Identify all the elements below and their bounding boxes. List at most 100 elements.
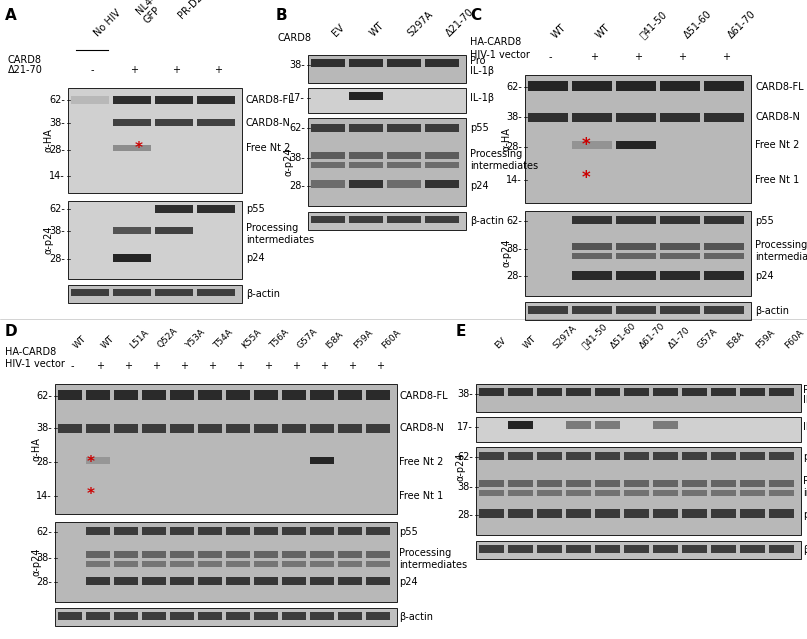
Bar [338, 577, 362, 585]
Text: 17-: 17- [457, 422, 473, 432]
Bar [566, 509, 591, 518]
Bar [528, 306, 568, 314]
Text: Free Nt 2: Free Nt 2 [246, 143, 291, 153]
Bar [86, 612, 110, 620]
Text: α-p24: α-p24 [32, 548, 42, 576]
Bar [660, 306, 700, 314]
Text: L51A: L51A [128, 328, 150, 350]
Bar [114, 577, 138, 585]
Bar [537, 452, 562, 460]
Text: 14-: 14- [506, 175, 522, 185]
Text: α-HA: α-HA [32, 437, 42, 461]
Bar [197, 96, 235, 104]
Text: +: + [180, 361, 188, 371]
Bar [366, 551, 390, 558]
Text: α-p24: α-p24 [43, 226, 53, 254]
Bar [349, 124, 383, 132]
Text: CARD8-FL: CARD8-FL [399, 391, 448, 401]
Text: 38-: 38- [289, 60, 305, 70]
Bar [566, 452, 591, 460]
Text: IL-1β: IL-1β [803, 422, 807, 432]
Text: +: + [236, 361, 244, 371]
Text: HA-CARD8: HA-CARD8 [470, 37, 521, 47]
Text: 14-: 14- [36, 491, 52, 501]
Text: 62-: 62- [457, 452, 473, 462]
Text: CARD8-N: CARD8-N [399, 423, 444, 433]
Bar [58, 612, 82, 620]
Bar [226, 390, 250, 400]
Text: p24: p24 [803, 510, 807, 520]
Bar [711, 480, 736, 487]
Text: p55: p55 [399, 527, 418, 537]
Text: +: + [96, 361, 104, 371]
Bar [572, 216, 612, 224]
Bar [508, 421, 533, 429]
Bar [114, 527, 138, 535]
Bar [704, 253, 744, 259]
Bar [86, 457, 110, 464]
Bar [624, 452, 649, 460]
Text: F59A: F59A [352, 328, 374, 350]
Bar [197, 119, 235, 126]
Bar [660, 216, 700, 224]
Text: +: + [152, 361, 160, 371]
Bar [282, 577, 306, 585]
Bar [479, 509, 504, 518]
Bar [155, 119, 193, 126]
Bar [142, 612, 166, 620]
Text: Free Nt 2: Free Nt 2 [755, 140, 800, 150]
Text: Processing
intermediates: Processing intermediates [470, 149, 538, 171]
Bar [142, 551, 166, 558]
Text: 28-: 28- [457, 510, 473, 520]
Bar [660, 271, 700, 280]
Text: 38-: 38- [36, 553, 52, 563]
Text: α-HA: α-HA [43, 128, 53, 152]
Text: *: * [582, 136, 590, 154]
Text: Y53A: Y53A [184, 327, 207, 350]
Text: 62-: 62- [49, 95, 65, 105]
Bar [142, 390, 166, 400]
Bar [425, 216, 459, 223]
Bar [349, 152, 383, 159]
Bar [113, 227, 151, 234]
Bar [142, 561, 166, 567]
Text: -: - [548, 52, 552, 62]
Text: WT: WT [72, 334, 89, 350]
Bar [682, 509, 707, 518]
Text: +: + [172, 65, 180, 75]
Bar [366, 561, 390, 567]
Bar [170, 551, 194, 558]
Bar [595, 509, 620, 518]
Text: +: + [678, 52, 686, 62]
Bar [595, 490, 620, 496]
Bar [740, 388, 765, 396]
Text: Δ51-60: Δ51-60 [682, 8, 713, 40]
Text: B: B [276, 8, 287, 23]
Bar [572, 113, 612, 122]
Bar [479, 490, 504, 496]
Text: β-actin: β-actin [803, 545, 807, 555]
Bar [711, 388, 736, 396]
Text: 38-: 38- [36, 423, 52, 433]
Bar [769, 490, 794, 496]
Bar [310, 561, 334, 567]
Bar [71, 289, 109, 296]
Bar [311, 162, 345, 168]
Text: WT: WT [522, 334, 538, 350]
Text: CARD8-FL: CARD8-FL [755, 82, 804, 92]
Bar [711, 545, 736, 553]
Bar [682, 452, 707, 460]
Text: 㥁41-50: 㥁41-50 [580, 321, 608, 350]
Text: CARD8-N: CARD8-N [755, 112, 800, 122]
Bar [254, 577, 278, 585]
Bar [86, 424, 110, 433]
Bar [282, 561, 306, 567]
Bar [308, 212, 466, 230]
Text: Δ61-70: Δ61-70 [638, 321, 667, 350]
Text: E: E [456, 324, 466, 339]
Text: α-p24: α-p24 [455, 453, 465, 481]
Text: D: D [5, 324, 18, 339]
Bar [155, 227, 193, 234]
Text: Δ51-60: Δ51-60 [609, 321, 638, 350]
Text: +: + [208, 361, 216, 371]
